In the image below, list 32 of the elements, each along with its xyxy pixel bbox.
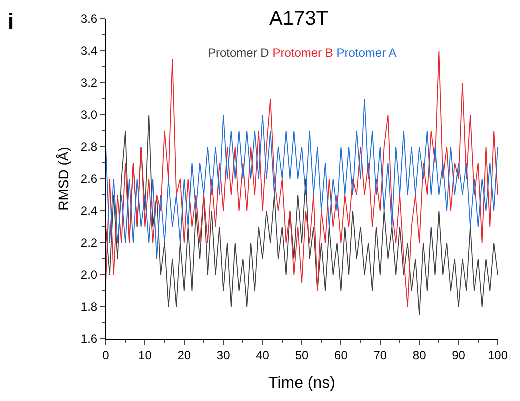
line-series: [106, 50, 498, 308]
x-tick-label: 30: [216, 348, 231, 362]
x-tick-label: 0: [102, 348, 110, 362]
x-tick-label: 20: [178, 348, 192, 362]
y-tick-label: 2.4: [80, 204, 98, 218]
y-tick-label: 3.4: [80, 44, 98, 58]
line-series: [106, 114, 498, 316]
y-tick-label: 2.0: [80, 268, 98, 282]
y-tick-label: 2.8: [80, 140, 98, 154]
chart-title: A173T: [270, 8, 328, 30]
y-tick-label: 1.8: [80, 300, 98, 314]
text: Protomer A: [336, 46, 397, 60]
y-tick-label: 1.6: [80, 332, 98, 346]
x-tick-label: 100: [488, 348, 508, 362]
x-tick-label: 50: [295, 348, 309, 362]
x-tick-label: 70: [374, 348, 388, 362]
x-tick-label: 60: [334, 348, 348, 362]
text: Protomer B: [272, 46, 334, 60]
x-tick-label: 80: [412, 348, 427, 362]
text: Protomer D: [208, 46, 270, 60]
y-tick-label: 2.6: [80, 172, 98, 186]
x-tick-label: 10: [138, 348, 152, 362]
x-axis-title: Time (ns): [268, 375, 336, 392]
y-tick-label: 3.0: [80, 108, 98, 122]
text: i: [8, 9, 14, 34]
x-tick-label: 40: [256, 348, 270, 362]
y-axis-title: RMSD (Å): [56, 147, 72, 211]
y-tick-label: 3.2: [80, 76, 98, 90]
y-tick-label: 3.6: [80, 12, 98, 26]
line-series: [106, 98, 498, 260]
y-tick-label: 2.2: [80, 236, 98, 250]
x-tick-label: 90: [452, 348, 466, 362]
